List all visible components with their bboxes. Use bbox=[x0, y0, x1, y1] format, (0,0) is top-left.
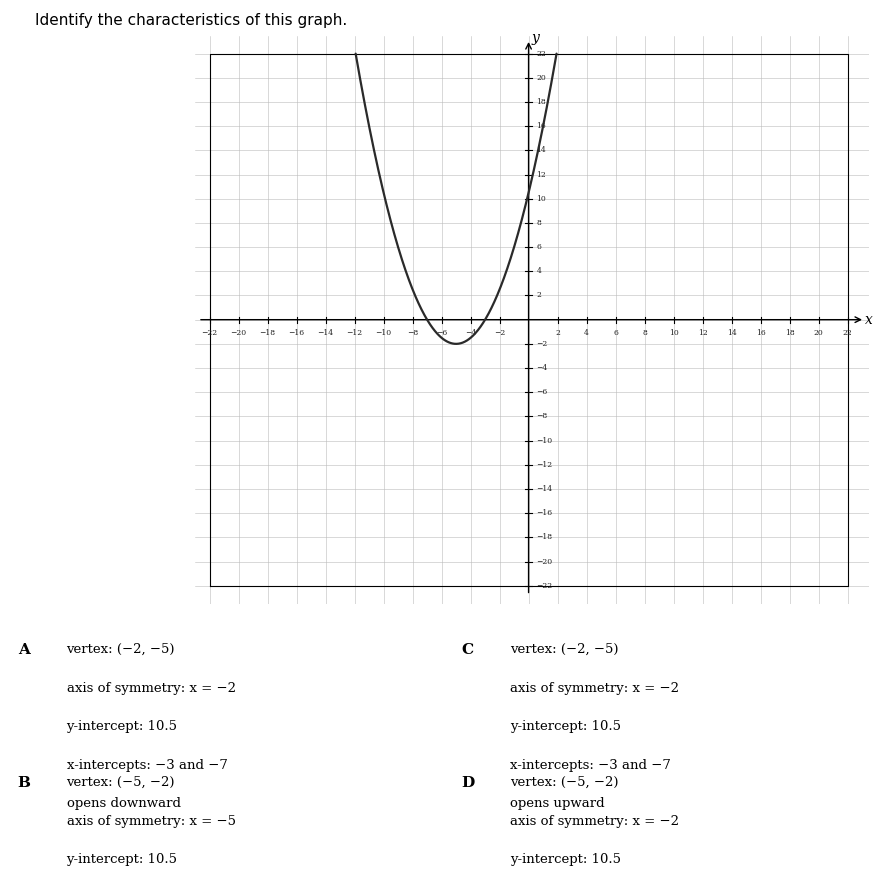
Text: 12: 12 bbox=[536, 170, 546, 178]
Text: −6: −6 bbox=[436, 329, 447, 337]
Text: y-intercept: 10.5: y-intercept: 10.5 bbox=[66, 720, 177, 733]
Text: 20: 20 bbox=[536, 74, 546, 82]
Text: D: D bbox=[461, 776, 474, 790]
Text: vertex: (−5, −2): vertex: (−5, −2) bbox=[66, 776, 175, 789]
Text: axis of symmetry: x = −2: axis of symmetry: x = −2 bbox=[66, 682, 236, 694]
Text: 4: 4 bbox=[584, 329, 588, 337]
Text: axis of symmetry: x = −2: axis of symmetry: x = −2 bbox=[509, 815, 679, 828]
Text: opens upward: opens upward bbox=[509, 797, 604, 811]
Text: 18: 18 bbox=[536, 98, 546, 106]
Text: 22: 22 bbox=[536, 50, 546, 58]
Text: x: x bbox=[865, 313, 872, 327]
Text: 2: 2 bbox=[536, 291, 540, 299]
Text: 12: 12 bbox=[697, 329, 707, 337]
Text: −12: −12 bbox=[346, 329, 362, 337]
Text: −20: −20 bbox=[536, 558, 552, 566]
Text: B: B bbox=[18, 776, 31, 790]
Text: 16: 16 bbox=[536, 123, 546, 131]
Text: −4: −4 bbox=[536, 364, 548, 372]
Text: 2: 2 bbox=[555, 329, 559, 337]
Text: 8: 8 bbox=[641, 329, 646, 337]
Text: axis of symmetry: x = −5: axis of symmetry: x = −5 bbox=[66, 815, 236, 828]
Text: y-intercept: 10.5: y-intercept: 10.5 bbox=[66, 853, 177, 867]
Text: −16: −16 bbox=[536, 509, 552, 517]
Text: −18: −18 bbox=[536, 534, 552, 542]
Text: −14: −14 bbox=[317, 329, 333, 337]
Text: y-intercept: 10.5: y-intercept: 10.5 bbox=[509, 720, 620, 733]
Text: x-intercepts: −3 and −7: x-intercepts: −3 and −7 bbox=[66, 758, 227, 772]
Text: vertex: (−5, −2): vertex: (−5, −2) bbox=[509, 776, 618, 789]
Text: y-intercept: 10.5: y-intercept: 10.5 bbox=[509, 853, 620, 867]
Text: x-intercepts: −3 and −7: x-intercepts: −3 and −7 bbox=[509, 758, 670, 772]
Text: 10: 10 bbox=[668, 329, 678, 337]
Text: −6: −6 bbox=[536, 388, 548, 396]
Text: −2: −2 bbox=[494, 329, 505, 337]
Text: A: A bbox=[18, 643, 29, 657]
Text: vertex: (−2, −5): vertex: (−2, −5) bbox=[509, 643, 618, 656]
Text: −4: −4 bbox=[464, 329, 476, 337]
Text: −14: −14 bbox=[536, 485, 552, 493]
Text: −2: −2 bbox=[536, 340, 548, 348]
Text: 14: 14 bbox=[726, 329, 735, 337]
Text: −10: −10 bbox=[536, 437, 552, 445]
Text: 6: 6 bbox=[536, 243, 540, 251]
Text: 16: 16 bbox=[755, 329, 765, 337]
Text: 6: 6 bbox=[612, 329, 618, 337]
Text: −8: −8 bbox=[407, 329, 418, 337]
Text: 14: 14 bbox=[536, 147, 546, 155]
Text: vertex: (−2, −5): vertex: (−2, −5) bbox=[66, 643, 175, 656]
Text: −16: −16 bbox=[288, 329, 304, 337]
Text: −20: −20 bbox=[230, 329, 246, 337]
Text: 22: 22 bbox=[842, 329, 851, 337]
Text: −8: −8 bbox=[536, 412, 548, 420]
Text: −18: −18 bbox=[260, 329, 276, 337]
Text: Identify the characteristics of this graph.: Identify the characteristics of this gra… bbox=[35, 13, 347, 28]
Text: C: C bbox=[461, 643, 473, 657]
Text: 4: 4 bbox=[536, 267, 540, 275]
Text: 8: 8 bbox=[536, 219, 540, 227]
Text: 18: 18 bbox=[784, 329, 794, 337]
Text: 20: 20 bbox=[812, 329, 822, 337]
Text: −12: −12 bbox=[536, 461, 552, 469]
Text: opens downward: opens downward bbox=[66, 797, 181, 811]
Text: −10: −10 bbox=[375, 329, 392, 337]
Text: axis of symmetry: x = −2: axis of symmetry: x = −2 bbox=[509, 682, 679, 694]
Text: −22: −22 bbox=[201, 329, 217, 337]
Text: y: y bbox=[532, 31, 540, 45]
Text: −22: −22 bbox=[536, 582, 552, 590]
Text: 10: 10 bbox=[536, 194, 546, 202]
